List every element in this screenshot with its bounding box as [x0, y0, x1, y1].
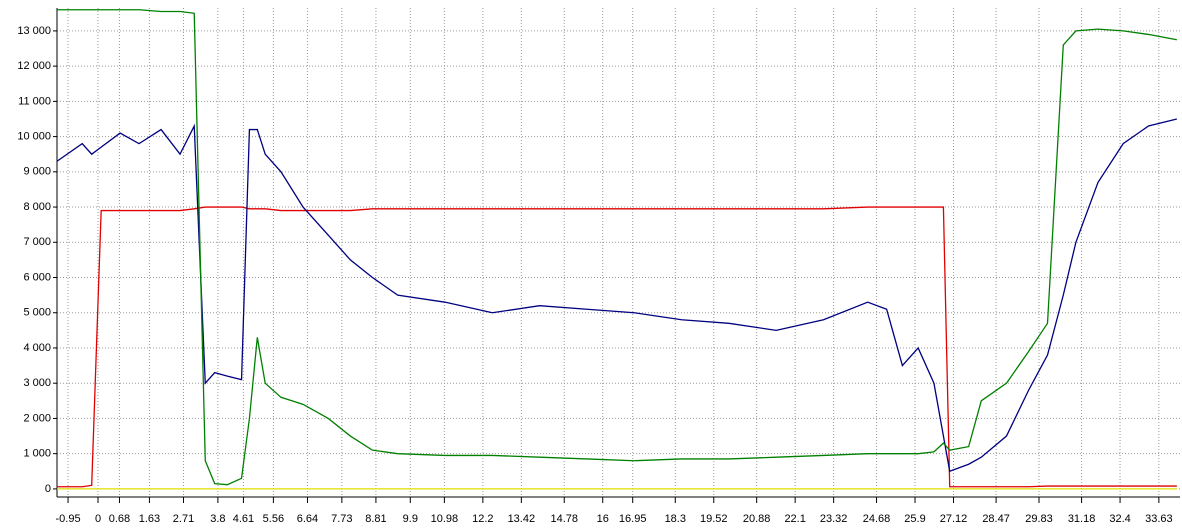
y-tick-label: 3 000 [23, 377, 51, 389]
x-tick-label: 25.9 [904, 513, 925, 525]
x-tick-label: 14.78 [550, 513, 578, 525]
x-tick-label: 16 [597, 513, 609, 525]
y-tick-label: 10 000 [17, 130, 51, 142]
x-tick-label: 5.56 [263, 513, 284, 525]
series-line [57, 9, 1177, 486]
x-tick-label: -0.95 [56, 513, 81, 525]
x-tick-label: 12.2 [472, 513, 493, 525]
y-tick-label: 1 000 [23, 448, 51, 460]
x-tick-label: 31.18 [1068, 513, 1096, 525]
x-tick-label: 16.95 [619, 513, 647, 525]
x-tick-label: 32.4 [1109, 513, 1130, 525]
x-tick-label: 23.32 [820, 513, 848, 525]
x-tick-label: 19.52 [700, 513, 728, 525]
x-tick-label: 0 [95, 513, 101, 525]
y-tick-label: 6 000 [23, 271, 51, 283]
x-tick-label: 0.68 [109, 513, 130, 525]
y-tick-label: 8 000 [23, 201, 51, 213]
y-tick-label: 11 000 [18, 95, 51, 107]
x-tick-label: 10.98 [431, 513, 459, 525]
y-tick-label: 2 000 [23, 412, 51, 424]
x-tick-label: 28.47 [982, 513, 1010, 525]
y-tick-label: 5 000 [23, 307, 51, 319]
x-tick-label: 2.71 [173, 513, 194, 525]
x-tick-label: 24.68 [863, 513, 891, 525]
y-tick-label: 4 000 [23, 342, 51, 354]
x-tick-label: 13.42 [508, 513, 536, 525]
x-tick-label: 1.63 [139, 513, 160, 525]
y-tick-label: 9 000 [23, 166, 51, 178]
x-tick-label: 8.81 [365, 513, 386, 525]
x-tick-label: 6.64 [297, 513, 318, 525]
x-tick-label: 7.73 [331, 513, 352, 525]
y-tick-label: 12 000 [17, 60, 51, 72]
x-tick-label: 22.1 [784, 513, 805, 525]
y-tick-label: 7 000 [23, 236, 51, 248]
x-tick-label: 3.8 [210, 513, 225, 525]
x-tick-label: 27.12 [940, 513, 968, 525]
y-tick-label: 0 [45, 483, 51, 495]
series-line [56, 118, 1178, 473]
series-line [57, 206, 1177, 488]
x-tick-label: 4.61 [233, 513, 254, 525]
x-tick-label: 9.9 [403, 513, 418, 525]
y-tick-label: 13 000 [17, 25, 51, 37]
x-tick-label: 29.83 [1025, 513, 1053, 525]
x-tick-label: 20.88 [743, 513, 771, 525]
x-tick-label: 18.3 [665, 513, 686, 525]
x-tick-label: 33.63 [1145, 513, 1173, 525]
